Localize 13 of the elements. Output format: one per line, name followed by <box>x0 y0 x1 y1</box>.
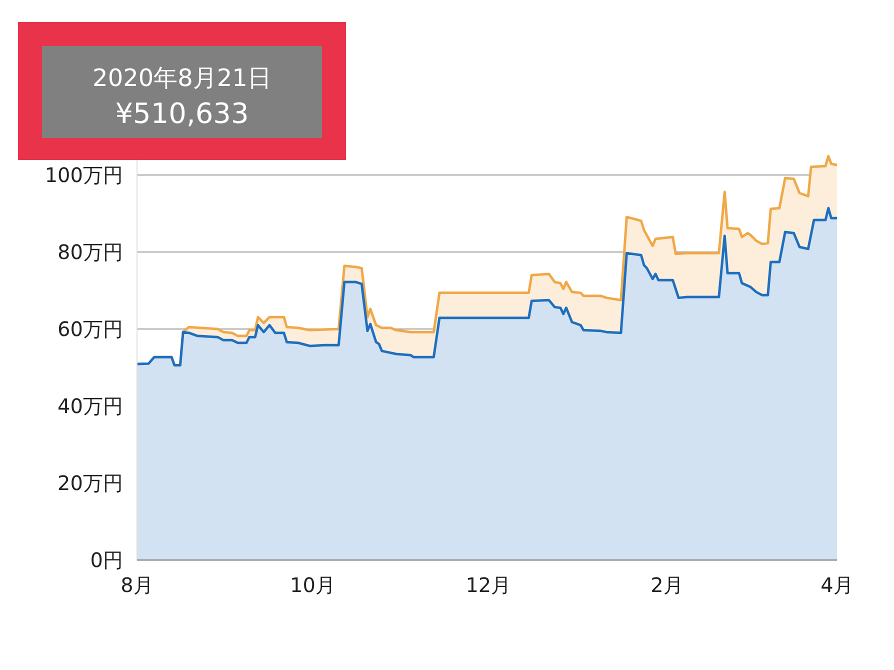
x-tick-label: 8月 <box>120 573 154 597</box>
text: ¥510,633 <box>115 97 249 130</box>
x-tick-label: 4月 <box>820 573 854 597</box>
x-tick-label: 12月 <box>466 573 512 597</box>
x-tick-label: 10月 <box>290 573 336 597</box>
y-tick-label: 40万円 <box>58 394 123 418</box>
y-tick-label: 100万円 <box>44 163 123 187</box>
x-tick-label: 2月 <box>650 573 684 597</box>
text: 2020年8月21日 <box>92 64 272 92</box>
y-tick-label: 80万円 <box>58 240 123 264</box>
y-tick-label: 0円 <box>90 548 123 572</box>
y-tick-label: 60万円 <box>58 317 123 341</box>
y-tick-label: 20万円 <box>58 471 123 495</box>
